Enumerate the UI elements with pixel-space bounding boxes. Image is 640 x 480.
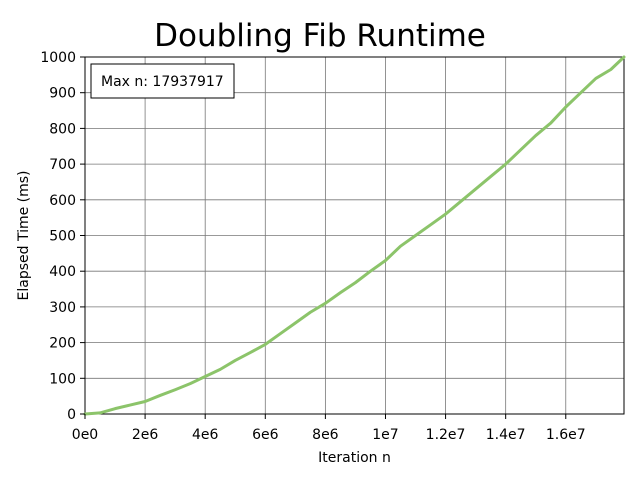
x-tick-label: 2e6 [132,427,159,443]
x-tick-label: 6e6 [252,427,279,443]
x-tick-label: 1e7 [372,427,398,443]
x-tick-label: 0e0 [72,427,98,443]
x-tick-label: 1.2e7 [426,427,466,443]
x-axis-label: Iteration n [318,450,391,466]
x-tick-label: 1.4e7 [486,427,526,443]
y-tick-label: 300 [49,300,76,316]
series-line-0 [83,55,626,416]
y-tick-label: 100 [49,371,76,387]
y-axis-label: Elapsed Time (ms) [16,170,32,300]
y-tick-label: 800 [49,121,76,137]
y-tick-label: 900 [49,86,76,102]
y-tick-label: 400 [49,264,76,280]
tick-layer: 0e0 2e6 4e6 6e6 8e6 1e7 1.2e7 1.4e7 1.6e7 0 100 200… [40,50,585,443]
y-tick-label: 700 [49,157,76,173]
x-tick-label: 1.6e7 [546,427,586,443]
chart-title: Doubling Fib Runtime [154,18,486,54]
y-tick-label: 0 [67,407,76,423]
series-layer [83,55,626,416]
y-tick-label: 500 [49,229,76,245]
y-tick-label: 200 [49,336,76,352]
annotation-box: Max n: 17937917 [90,63,235,99]
annotation-text: Max n: 17937917 [101,74,224,90]
y-tick-label: 1000 [40,50,76,66]
y-tick-label: 600 [49,193,76,209]
x-tick-label: 4e6 [192,427,219,443]
annotation-border [90,63,235,99]
x-tick-label: 8e6 [312,427,339,443]
